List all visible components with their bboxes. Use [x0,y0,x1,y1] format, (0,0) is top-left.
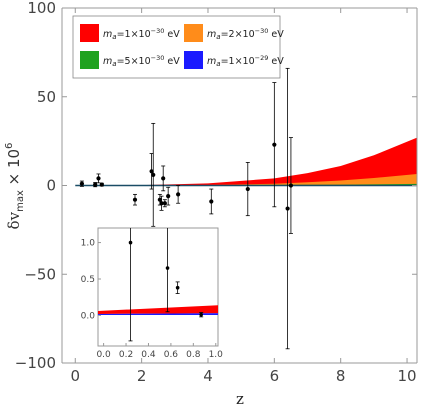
data-point [96,173,101,184]
data-marker [166,194,171,199]
band-2 [75,174,418,186]
data-marker [285,206,290,211]
inset-x-tick-label: 0.8 [186,350,201,360]
data-marker [162,201,167,206]
y-label-tail: × 10 [5,149,23,190]
data-point [285,67,290,350]
data-marker [176,192,181,197]
band-1 [75,137,418,186]
data-marker [151,172,156,177]
data-point [159,195,164,211]
data-point [272,82,277,208]
y-tick-label: 100 [27,0,56,17]
legend-label: ma=2×10−30 eV [207,27,284,41]
data-marker [288,183,294,188]
data-point [132,193,138,206]
legend-swatch [184,24,203,42]
data-marker [96,176,101,181]
inset-data-point [199,312,204,318]
inset-data-point [165,228,170,313]
inset-x-tick-label: 0.4 [141,350,156,360]
inset-frame [97,227,219,347]
data-point [151,122,156,227]
data-marker [157,197,162,202]
legend-label: ma=1×10−30 eV [103,27,180,41]
data-marker [99,182,104,187]
data-marker [159,201,164,206]
data-marker [93,182,98,187]
data-marker [245,186,250,192]
y-tick-label: 0 [46,177,56,195]
data-point [99,182,104,187]
legend: ma=1×10−30 eV ma=2×10−30 eV ma=5×10−30 eV m… [72,15,284,79]
data-point [176,185,181,204]
inset-band-1 [98,305,218,314]
legend-label: ma=1×10−29 eV [207,54,284,68]
x-tick-label: 8 [336,367,346,385]
inset-band-2 [98,313,218,315]
inset-data-marker [175,285,180,290]
inset-y-tick-label: 0.5 [81,275,95,285]
data-marker [79,181,85,186]
tick-layer: 0 2 4 6 8 10 −100 −50 0 50 100 [15,0,417,385]
y-axis-label: δvmax × 106 [4,143,26,230]
band-layer [75,137,418,186]
data-point [162,199,167,208]
x-tick-label: 2 [137,367,147,385]
inset-x-tick-label: 0.0 [96,350,111,360]
y-tick-label: −100 [15,354,56,372]
y-label-exp: 6 [4,143,15,149]
inset-x-tick-label: 1.0 [209,350,224,360]
inset-x-tick-label: 0.2 [119,350,133,360]
inset-x-tick-label: 0.6 [164,350,179,360]
data-point [209,188,214,215]
data-marker [149,169,154,174]
x-tick-label: 10 [397,367,416,385]
y-label-sub: max [15,190,26,212]
data-point [149,153,154,190]
inset-plot: 0.0 0.2 0.4 0.6 0.8 1.0 0.0 0.5 1.0 [81,227,224,360]
data-marker [272,142,277,147]
inset-data-point [175,281,180,294]
legend-swatch [184,51,203,69]
inset-y-tick-label: 1.0 [81,239,96,249]
inset-data-marker [128,240,133,245]
x-tick-label: 0 [70,367,80,385]
legend-label: ma=5×10−30 eV [103,54,180,68]
legend-box [72,15,281,79]
data-point [288,137,294,234]
legend-swatch [80,24,99,42]
plot-frame [61,7,418,364]
x-tick-label: 4 [203,367,213,385]
data-marker [161,176,166,181]
y-label-symbol: δv [5,211,23,229]
y-tick-label: −50 [24,265,56,283]
inset-data-marker [199,312,203,317]
inset-y-tick-label: 0.0 [81,311,96,321]
legend-swatch [80,51,99,69]
y-tick-label: 50 [37,88,56,106]
data-point [166,186,171,206]
data-marker [209,199,214,204]
inset-data-point [128,228,133,342]
data-point [79,180,85,187]
x-tick-label: 6 [270,367,280,385]
inset-content [98,228,218,342]
inset-data-marker [165,266,170,270]
data-point [161,165,166,192]
data-point [245,162,250,217]
data-points-layer [79,67,294,350]
data-marker [132,197,138,202]
x-axis-label: z [236,390,244,408]
